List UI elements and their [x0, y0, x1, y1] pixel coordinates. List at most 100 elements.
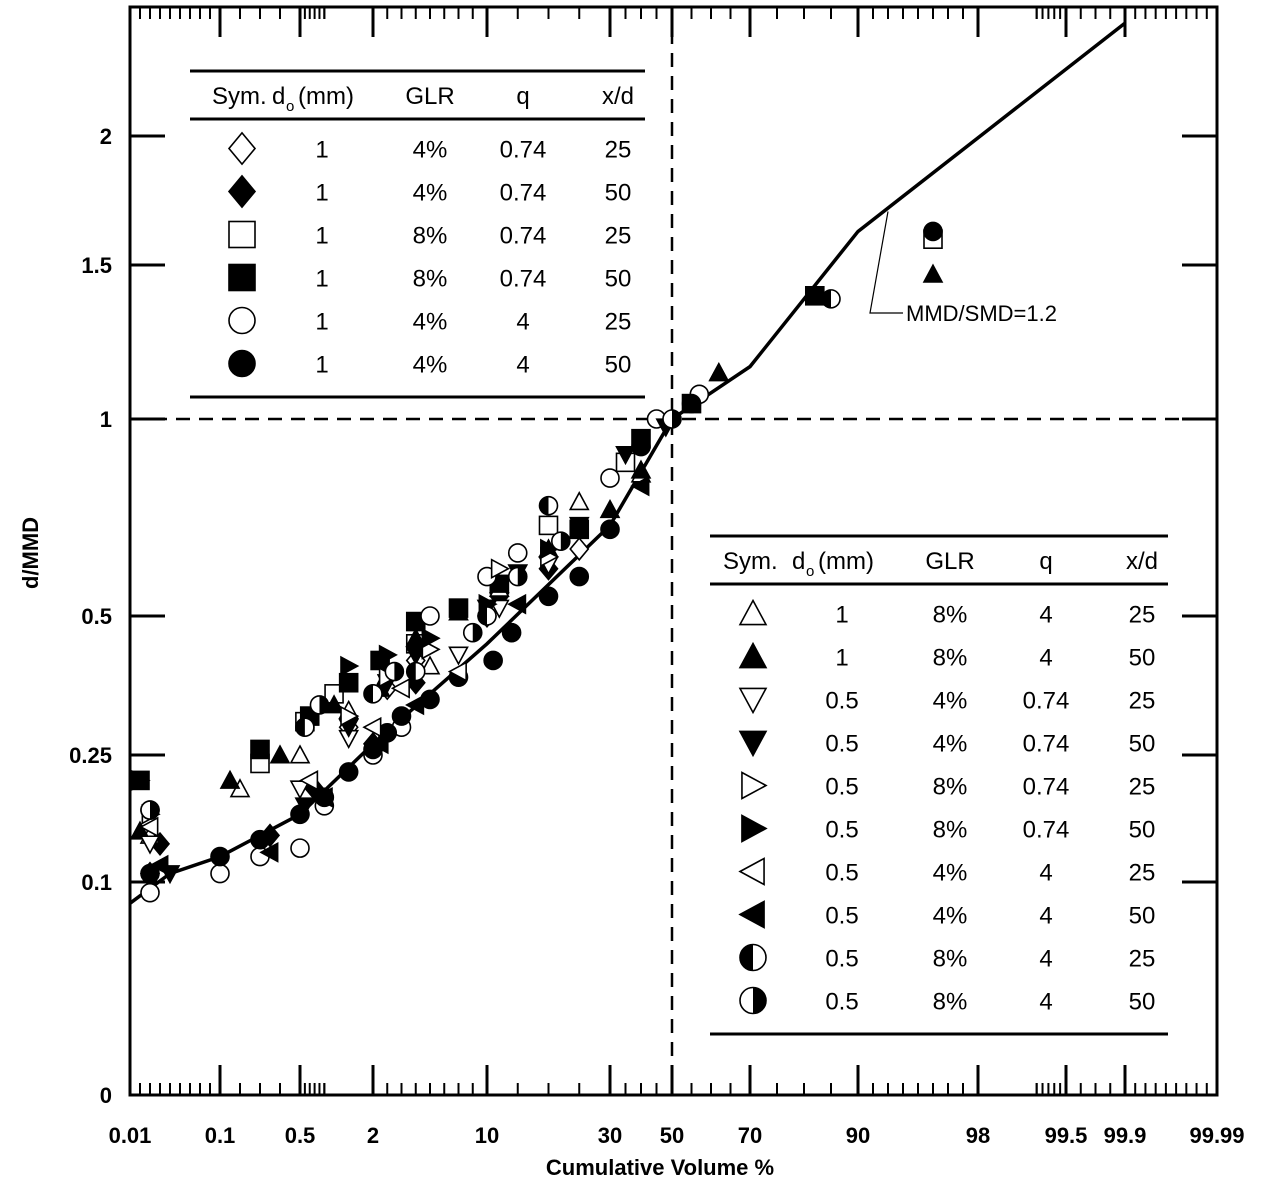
marker-triangle-up-open	[738, 598, 768, 626]
marker-diamond-open	[227, 131, 257, 166]
marker-half-left	[821, 289, 841, 309]
marker-shape	[738, 900, 765, 929]
marker-half-right	[384, 661, 405, 682]
marker-shape	[738, 857, 765, 886]
marker-shape	[507, 543, 528, 563]
marker-circle-open	[420, 606, 440, 626]
marker-shape	[540, 538, 560, 560]
legend-cell-d: 0.5	[825, 946, 858, 973]
marker-shape	[922, 263, 944, 283]
marker-triangle-down-open	[448, 646, 469, 666]
marker-shape	[568, 491, 590, 511]
x-tick-label: 0.1	[205, 1123, 236, 1148]
marker-triangle-down-open	[289, 780, 311, 800]
marker-shape	[738, 687, 768, 715]
legend-cell-d: 1	[315, 137, 328, 164]
marker-shape	[600, 468, 620, 488]
marker-triangle-right-open	[340, 705, 360, 727]
x-tick-label: 99.9	[1104, 1123, 1147, 1148]
legend-cell-glr: 8%	[933, 645, 968, 672]
legend-cell-xd: 25	[1129, 860, 1156, 887]
legend-cell-glr: 4%	[413, 352, 448, 379]
marker-half	[364, 684, 373, 703]
marker-triangle-left-filled	[738, 900, 765, 929]
legend-header-xd: x/d	[1126, 548, 1158, 575]
y-axis-ticks: 0 0.1 0.25 0.5 1 1.5 2	[69, 124, 1217, 1108]
y-tick-label: 1	[100, 407, 112, 432]
marker-triangle-up-filled	[488, 573, 510, 593]
marker-shape	[391, 706, 412, 726]
marker-shape	[140, 863, 160, 884]
marker-triangle-left-open	[299, 770, 319, 791]
marker-triangle-left-open	[447, 661, 467, 682]
marker-triangle-up-filled	[323, 694, 345, 714]
marker-square-filled	[338, 672, 359, 693]
marker-circle-open	[600, 468, 620, 488]
marker-triangle-down-filled	[615, 446, 636, 466]
marker-triangle-down-filled	[405, 646, 427, 666]
marker-shape	[568, 516, 590, 537]
marker-circle-filled	[250, 829, 270, 850]
legend-cell-glr: 8%	[933, 989, 968, 1016]
legend-cell-glr: 8%	[933, 774, 968, 801]
marker-triangle-right-filled	[540, 538, 560, 560]
marker-half	[672, 410, 681, 428]
legend-cell-xd: 25	[605, 137, 632, 164]
marker-shape	[289, 744, 311, 764]
marker-half	[822, 289, 831, 308]
marker-square-open	[538, 515, 559, 536]
marker-shape	[490, 558, 510, 580]
x-axis-title: Cumulative Volume %	[546, 1155, 774, 1180]
marker-circle-open	[140, 882, 160, 903]
legend-cell-glr: 8%	[933, 946, 968, 973]
marker-half	[472, 623, 482, 642]
legend-cell-q: 0.74	[1023, 817, 1070, 844]
marker-shape	[269, 744, 291, 764]
y-axis-title: d/MMD	[18, 517, 43, 589]
legend-cell-glr: 4%	[933, 688, 968, 715]
legend-header-mm: (mm)	[298, 83, 354, 110]
marker-half-right	[507, 566, 528, 587]
data-points	[129, 221, 944, 903]
marker-half	[560, 532, 570, 551]
marker-shape	[313, 786, 333, 808]
marker-half-left	[739, 943, 767, 972]
marker-circle-filled	[681, 393, 702, 414]
marker-circle-open	[507, 543, 528, 563]
marker-triangle-up-filled	[738, 641, 768, 669]
legend-cell-xd: 25	[1129, 774, 1156, 801]
legend-top: Sym. d o (mm) GLR q x/d 1 4% 0.74 25 1 4% 0.74 50 1 8% 0.…	[190, 61, 645, 399]
legend-cell-q: 4	[516, 309, 529, 336]
marker-shape	[569, 566, 590, 587]
marker-shape	[129, 820, 151, 840]
legend-header-d-sub: o	[806, 563, 814, 580]
marker-shape	[501, 622, 522, 643]
x-tick-label: 0.01	[109, 1123, 152, 1148]
legend-cell-q: 4	[1039, 860, 1052, 887]
y-tick-label: 0.5	[81, 604, 112, 629]
legend-cell-d: 0.5	[825, 860, 858, 887]
marker-circle-filled	[391, 706, 412, 726]
legend-cell-d: 0.5	[825, 817, 858, 844]
marker-shape	[369, 733, 389, 755]
legend-cell-glr: 4%	[413, 309, 448, 336]
legend-cell-xd: 25	[1129, 602, 1156, 629]
marker-shape	[289, 780, 311, 800]
marker-shape	[294, 797, 316, 817]
marker-circle-filled	[538, 586, 559, 607]
marker-square-open	[228, 220, 256, 249]
marker-shape	[447, 661, 467, 682]
marker-circle-open	[228, 306, 256, 335]
legend-cell-glr: 8%	[413, 266, 448, 293]
marker-shape	[448, 601, 469, 621]
marker-triangle-up-filled	[219, 769, 241, 789]
legend-cell-xd: 50	[605, 180, 632, 207]
marker-diamond-open	[569, 536, 590, 562]
legend-cell-q: 4	[1039, 903, 1052, 930]
marker-circle-filled	[569, 566, 590, 587]
legend-cell-d: 0.5	[825, 774, 858, 801]
legend-cell-q: 0.74	[500, 266, 547, 293]
x-tick-label: 70	[738, 1123, 762, 1148]
marker-shape	[741, 771, 768, 800]
